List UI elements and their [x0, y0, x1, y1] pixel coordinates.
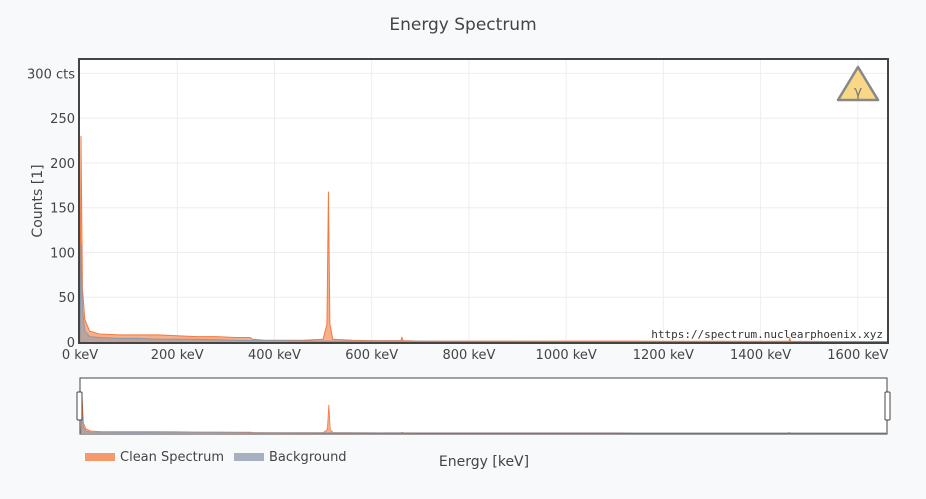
- x-tick-label: 800 keV: [442, 348, 495, 363]
- range-slider-preview: [80, 394, 887, 434]
- x-axis-ticks: 0 keV 200 keV 400 keV 600 keV 800 keV 1000 ke…: [62, 348, 889, 363]
- x-tick-label: 1400 keV: [730, 348, 791, 363]
- y-tick-label: 300 cts: [27, 67, 75, 82]
- x-axis-title: Energy [keV]: [439, 454, 529, 470]
- x-tick-label: 600 keV: [345, 348, 398, 363]
- legend-label-background: Background: [269, 450, 347, 465]
- y-tick-label: 0: [67, 336, 75, 351]
- chart-title: Energy Spectrum: [389, 15, 536, 35]
- y-tick-label: 200: [50, 157, 75, 172]
- x-tick-label: 1200 keV: [633, 348, 694, 363]
- x-tick-label: 400 keV: [248, 348, 301, 363]
- gamma-glyph: γ: [854, 84, 862, 100]
- slider-line-background: [80, 414, 887, 434]
- range-slider-left-handle[interactable]: [76, 391, 83, 421]
- grid-lines: [80, 60, 887, 342]
- y-tick-label: 150: [50, 202, 75, 217]
- legend-item-clean-spectrum[interactable]: Clean Spectrum: [85, 450, 224, 465]
- y-tick-label: 100: [50, 246, 75, 261]
- legend-swatch-clean: [85, 453, 115, 461]
- legend-item-background[interactable]: Background: [234, 450, 347, 465]
- x-tick-label: 1000 keV: [536, 348, 597, 363]
- series-line-background: [79, 243, 888, 343]
- plot-area[interactable]: [79, 59, 888, 343]
- range-slider-right-handle[interactable]: [884, 391, 891, 421]
- legend-swatch-background: [234, 453, 264, 461]
- x-tick-label: 200 keV: [151, 348, 204, 363]
- series-layer: [79, 136, 888, 343]
- y-axis-title: Counts [1]: [30, 164, 46, 237]
- x-tick-label: 1600 keV: [827, 348, 888, 363]
- y-tick-label: 50: [58, 291, 75, 306]
- range-slider[interactable]: [79, 377, 888, 435]
- y-tick-label: 250: [50, 112, 75, 127]
- source-url-annotation: https://spectrum.nuclearphoenix.xyz: [651, 328, 883, 341]
- x-tick-label: 0 keV: [62, 348, 98, 363]
- y-axis-ticks: 0 50 100 150 200 250 300 cts: [27, 67, 75, 351]
- plot-frame: [78, 58, 889, 344]
- legend: Clean Spectrum Background: [85, 450, 347, 465]
- legend-label-clean: Clean Spectrum: [120, 450, 224, 465]
- gamma-warning-triangle-icon: γ: [836, 65, 880, 102]
